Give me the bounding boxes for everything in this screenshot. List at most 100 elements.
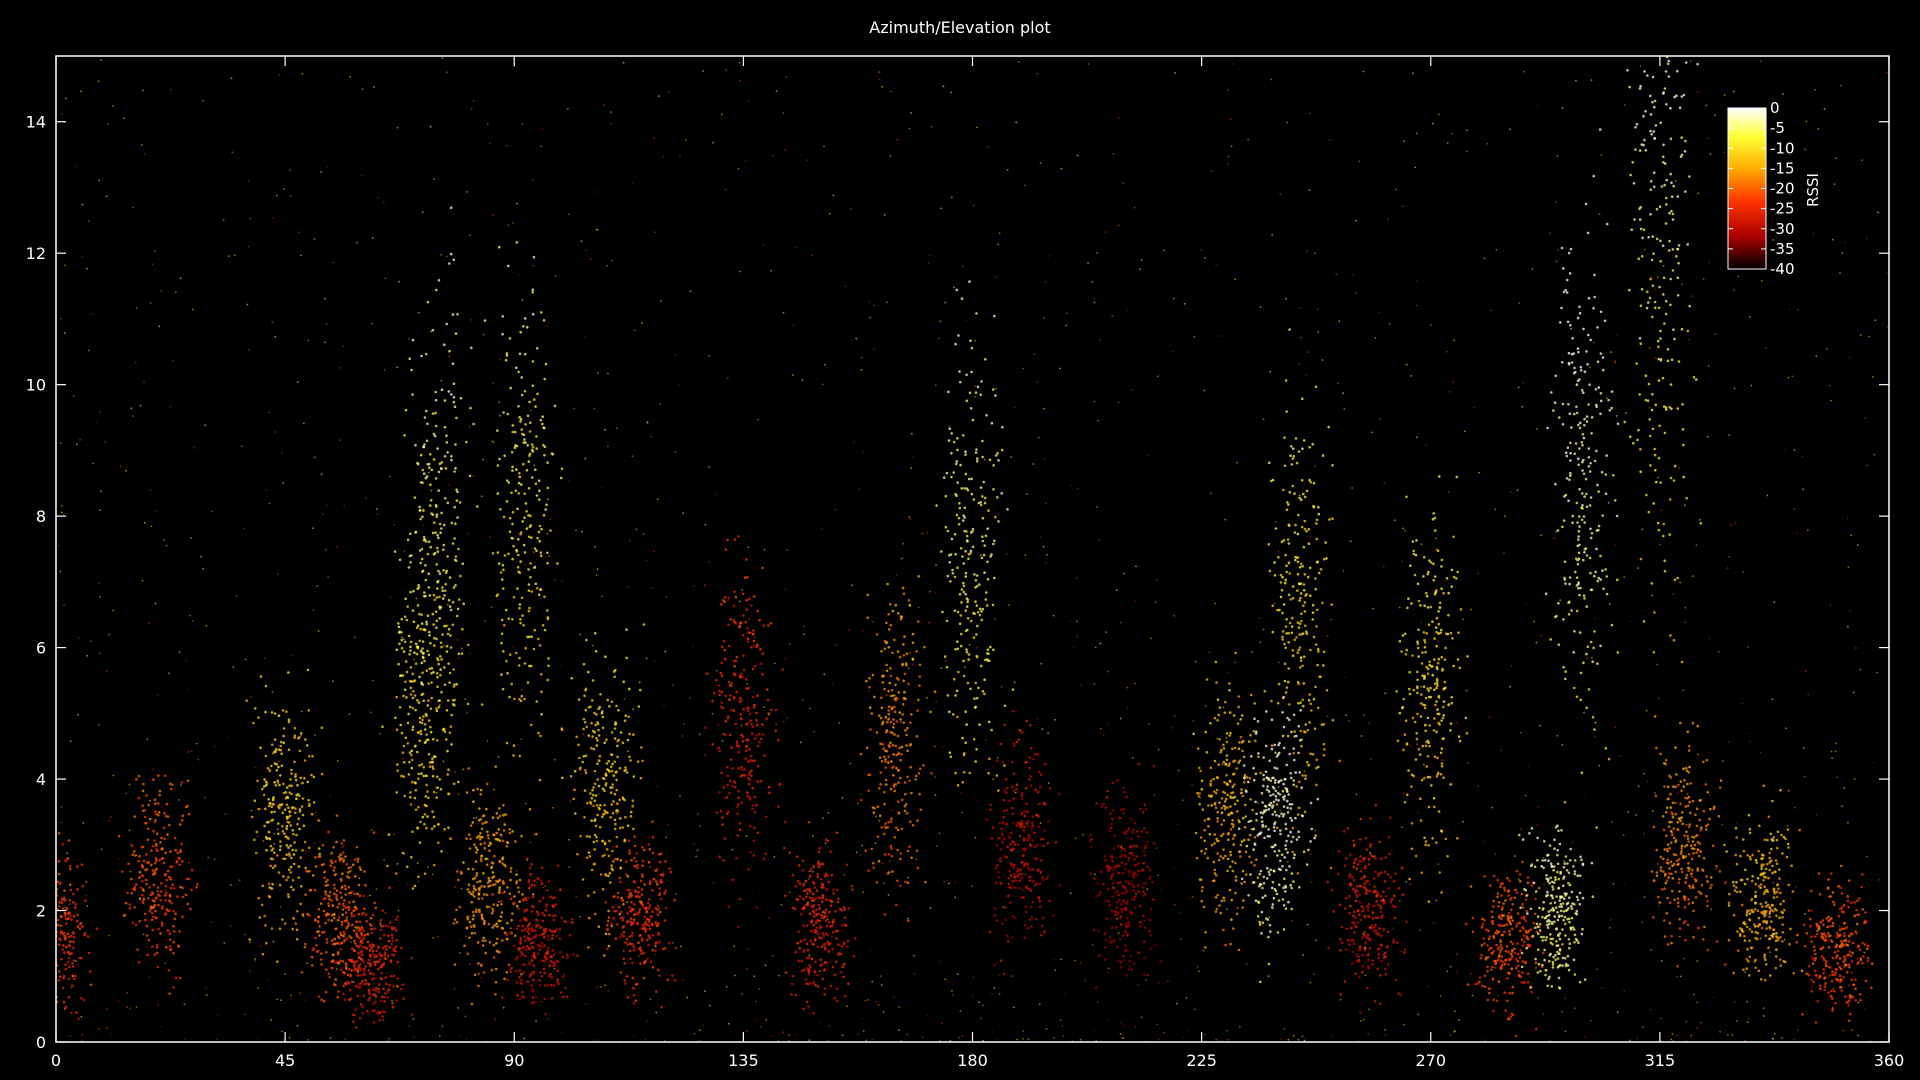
data-point [1002,815,1006,819]
data-point [883,853,887,856]
data-point [991,388,995,391]
data-point [333,866,336,869]
data-point [253,838,256,842]
data-point [288,791,292,794]
data-point [522,325,525,328]
data-point [361,912,364,916]
data-point [774,708,778,712]
data-point [164,894,167,897]
data-point [68,864,72,868]
data-point [287,868,291,872]
data-point [966,628,969,632]
data-point [1030,905,1033,908]
data-point [491,893,495,896]
data-point [89,983,93,987]
data-point [355,1026,358,1029]
data-point [422,715,425,718]
data-point [654,949,657,953]
data-point [544,930,548,933]
data-point [1016,867,1020,871]
data-point [1214,806,1218,809]
data-point [425,620,428,624]
data-point [59,881,62,884]
data-point [511,465,514,469]
data-point [1232,823,1235,826]
data-point [71,984,74,987]
data-point [1013,875,1017,878]
data-point [496,904,499,907]
data-point [901,798,904,802]
data-point [1240,714,1244,717]
data-point [305,744,309,747]
data-point [1035,857,1038,860]
data-point [597,734,601,737]
data-point [507,481,511,484]
data-point [872,866,875,869]
data-point [1249,733,1252,737]
data-point [1222,928,1225,932]
data-point [736,805,739,809]
data-point [940,550,943,553]
data-point [289,824,293,827]
data-point [827,880,830,884]
data-point [395,695,398,699]
data-point [1255,819,1258,822]
data-point [825,888,828,891]
data-point [527,589,531,592]
data-point [543,595,546,599]
data-point [1126,934,1129,937]
data-point [86,935,90,938]
data-point [1244,850,1248,854]
data-point [1148,918,1152,922]
data-point [737,790,740,793]
data-point [413,884,417,888]
data-point [527,568,530,571]
data-point [531,895,535,898]
data-point [485,905,489,909]
data-point [281,918,284,921]
data-point [1118,937,1121,941]
data-point [535,925,538,928]
data-point [317,920,320,924]
data-point [601,710,604,713]
data-point [963,516,966,519]
data-point [1242,755,1246,759]
data-point [619,971,623,974]
data-point [497,838,500,841]
data-point [993,576,996,580]
data-point [719,671,723,675]
data-point [568,934,572,937]
data-point [275,768,279,772]
data-point [604,772,608,776]
data-point [583,721,587,724]
data-point [560,467,564,471]
data-point [438,607,442,610]
data-point [456,607,460,611]
data-point [947,390,950,394]
data-point [492,833,495,837]
data-point [378,1011,382,1015]
data-point [965,605,969,608]
data-point [411,393,414,396]
data-point [353,949,357,953]
data-point [404,660,408,663]
data-point [821,893,824,897]
data-point [418,716,422,720]
data-point [459,870,463,874]
data-point [437,699,441,703]
data-point [817,912,820,916]
data-point [1201,808,1205,811]
data-point [1132,898,1136,901]
data-point [961,434,965,437]
data-point [968,280,971,283]
data-point [892,785,896,788]
data-point [1270,718,1274,721]
data-point [414,789,418,792]
data-point [161,924,164,927]
data-point [962,562,965,565]
data-point [885,641,888,645]
data-point [77,1017,80,1020]
data-point [324,921,327,925]
data-point [168,945,172,948]
data-point [824,908,828,911]
